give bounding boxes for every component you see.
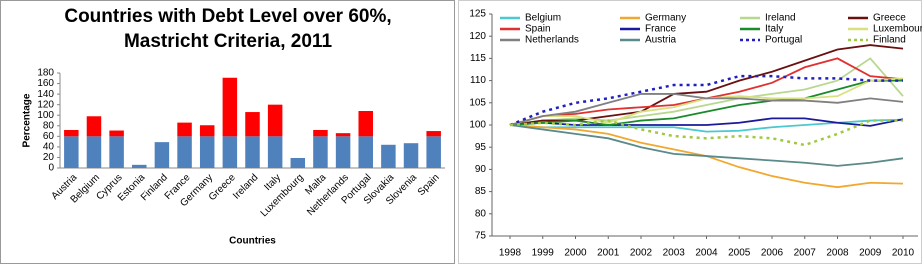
x-tick-label: 1998 [499,248,522,259]
bar-segment [222,136,238,168]
x-tick-label: 2004 [695,248,718,259]
y-tick-label: 105 [469,97,486,108]
bar-segment [86,116,102,137]
series-line [509,119,903,147]
bar-segment [86,136,102,168]
x-tick-label: 2003 [663,248,686,259]
bar-segment [426,136,441,168]
bar-segment [154,142,170,168]
x-tick-label: 2005 [728,248,751,259]
x-tick-label: 2006 [761,248,784,259]
bar-segment [358,136,373,168]
bar-segment [199,136,215,168]
bar-segment [426,131,441,137]
x-axis-label: Countries [229,236,276,247]
bar-segment [109,136,124,168]
x-tick-label: 1999 [532,248,555,259]
x-tick-label: 2002 [630,248,653,259]
bar-segment [245,136,260,168]
y-tick-label: 75 [475,231,487,242]
legend-label: Austria [645,35,677,46]
legend-label: Ireland [765,13,796,24]
series-line [509,57,904,126]
bar-segment [313,136,328,168]
bar-segment [199,125,215,137]
bar-segment [177,122,192,137]
series-line [509,124,904,167]
y-tick-label: 160 [37,78,54,89]
legend-label: Portugal [765,35,802,46]
y-tick-label: 100 [37,110,54,121]
y-tick-label: 40 [43,142,55,153]
y-tick-label: 0 [48,163,54,174]
y-axis-label: Percentage [22,93,33,147]
legend-label: Belgium [525,13,561,24]
y-tick-label: 20 [43,152,55,163]
x-tick-label: 2008 [826,248,849,259]
bar-segment [132,164,147,168]
bar-segment [381,144,396,168]
bar-segment [335,133,351,137]
x-tick-label: 2000 [564,248,587,259]
chart-title: Mastricht Criteria, 2011 [124,31,332,52]
right-panel-border [458,0,922,264]
bar-segment [64,136,79,168]
x-tick-label: 2001 [597,248,620,259]
bar-segment [313,130,328,137]
bar-segment [177,136,192,168]
legend-label: France [645,24,677,35]
x-tick-label: 2009 [859,248,882,259]
y-tick-label: 180 [37,68,54,79]
bar-segment [267,136,283,168]
y-tick-label: 120 [469,31,486,42]
bar-segment [64,130,79,137]
bar-segment [245,112,260,137]
bar-segment [109,130,124,137]
bar-segment [358,111,373,137]
y-tick-label: 80 [475,208,487,219]
y-tick-label: 60 [43,131,55,142]
bar-segment [222,77,238,137]
bar-segment [290,157,306,168]
legend-label: Netherlands [525,35,579,46]
legend-label: Luxembourg [873,24,922,35]
y-tick-label: 90 [475,164,487,175]
y-tick-label: 100 [469,120,486,131]
legend-label: Spain [525,24,551,35]
series-line [509,79,903,126]
y-tick-label: 140 [37,89,54,100]
legend-label: Finland [873,35,906,46]
x-tick-label: 2010 [892,248,915,259]
y-tick-label: 125 [469,9,486,20]
y-tick-label: 80 [43,120,55,131]
x-tick-label: 2007 [794,248,817,259]
y-tick-label: 120 [37,99,54,110]
bar-segment [403,143,419,168]
legend-label: Greece [873,13,906,24]
chart-title: Countries with Debt Level over 60%, [64,6,391,27]
bar-segment [267,104,283,137]
legend-label: Germany [645,13,686,24]
series-line [509,93,904,126]
y-tick-label: 115 [470,53,486,64]
y-tick-label: 85 [475,186,487,197]
bar-segment [335,136,351,168]
y-tick-label: 95 [475,142,487,153]
legend-label: Italy [765,24,783,35]
y-tick-label: 110 [470,75,486,86]
